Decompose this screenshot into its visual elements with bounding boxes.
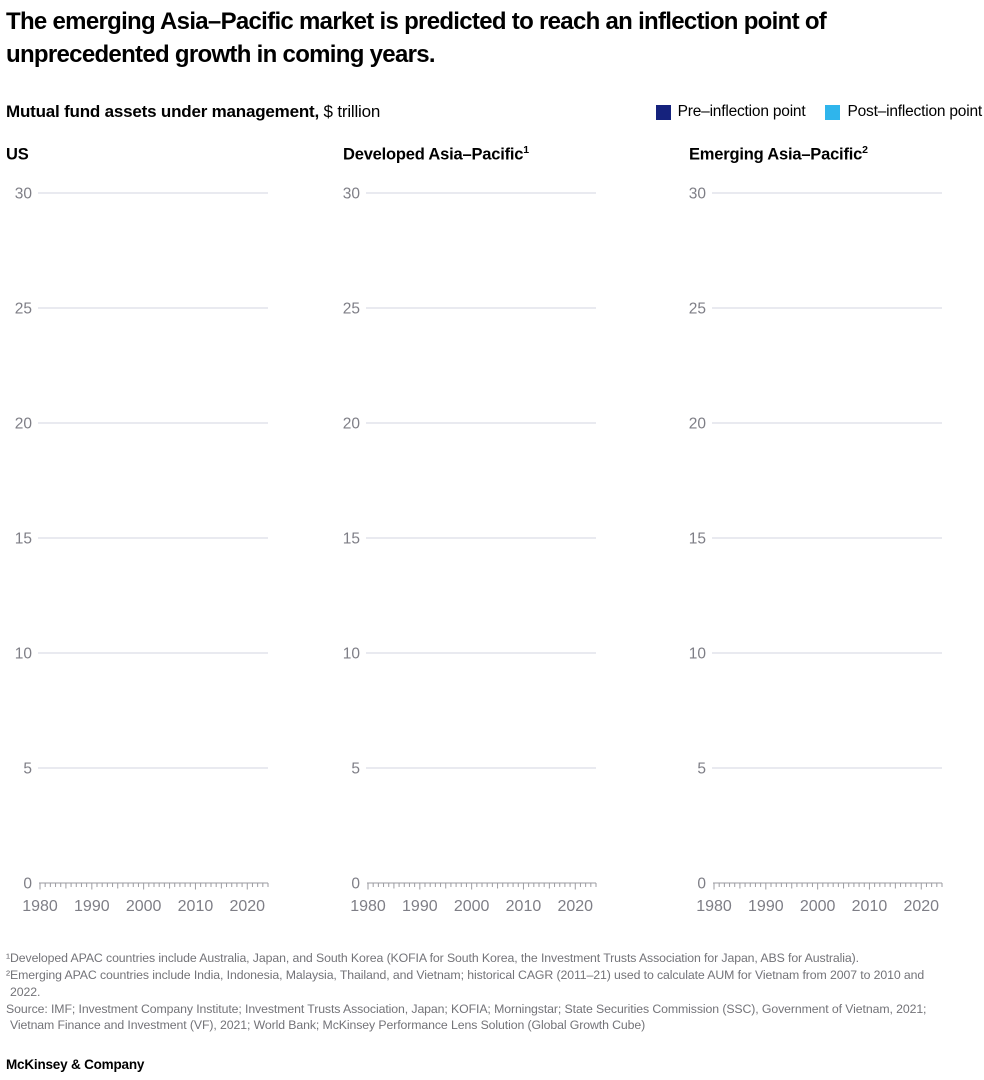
panel-emerging-apac: Emerging Asia–Pacific2 30 25 20 15 10 5 0 1980 1… [680, 140, 984, 928]
svg-text:10: 10 [343, 646, 361, 663]
svg-text:5: 5 [23, 761, 32, 778]
svg-text:20: 20 [343, 416, 361, 433]
footnote-1: ¹Developed APAC countries include Austra… [6, 951, 859, 966]
chart-developed-apac: 30 25 20 15 10 5 0 1980 1990 2000 2010 2020 [343, 186, 597, 915]
svg-text:2010: 2010 [178, 898, 214, 915]
svg-text:25: 25 [343, 301, 360, 318]
svg-text:1990: 1990 [748, 898, 784, 915]
footnote-2: ²Emerging APAC countries include India, … [6, 968, 925, 999]
svg-text:25: 25 [15, 301, 32, 318]
legend: Pre–inflection point Post–inflection poi… [655, 103, 982, 121]
svg-text:30: 30 [343, 186, 361, 203]
pre-inflection-swatch-icon [655, 104, 671, 120]
chart-subtitle-bold: Mutual fund assets under management, [6, 102, 320, 122]
charts-row: US 30 25 20 15 10 5 0 1980 1990 2000 2010 2020 Deve… [6, 140, 984, 928]
panel-developed-apac: Developed Asia–Pacific1 30 25 20 15 10 5 0 1980… [334, 140, 680, 928]
source-line: Source: IMF; Investment Company Institut… [6, 1001, 927, 1033]
svg-text:1980: 1980 [22, 898, 58, 915]
svg-text:0: 0 [23, 876, 32, 893]
panel-title-developed-apac: Developed Asia–Pacific1 [343, 144, 529, 164]
svg-text:20: 20 [689, 416, 707, 433]
svg-text:0: 0 [351, 876, 360, 893]
footnotes: ¹Developed APAC countries include Austra… [6, 950, 951, 1034]
svg-text:30: 30 [689, 186, 707, 203]
panel-us: US 30 25 20 15 10 5 0 1980 1990 2000 2010 2020 [6, 140, 334, 928]
svg-text:2020: 2020 [229, 898, 265, 915]
svg-text:10: 10 [15, 646, 33, 663]
exhibit-title: The emerging Asia–Pacific market is pred… [6, 8, 827, 68]
svg-text:2020: 2020 [557, 898, 593, 915]
svg-text:5: 5 [697, 761, 706, 778]
svg-text:2020: 2020 [903, 898, 939, 915]
chart-subtitle-unit: $ trillion [319, 102, 381, 122]
svg-text:1990: 1990 [402, 898, 438, 915]
chart-subtitle: Mutual fund assets under management, $ t… [6, 102, 380, 122]
svg-text:20: 20 [15, 416, 33, 433]
legend-label: Post–inflection point [847, 103, 982, 121]
svg-text:2000: 2000 [454, 898, 490, 915]
svg-text:2010: 2010 [852, 898, 888, 915]
svg-text:1980: 1980 [350, 898, 386, 915]
svg-text:2010: 2010 [506, 898, 542, 915]
svg-text:30: 30 [15, 186, 33, 203]
svg-text:1980: 1980 [696, 898, 732, 915]
post-inflection-swatch-icon [825, 104, 841, 120]
svg-text:1990: 1990 [74, 898, 110, 915]
subtitle-row: Mutual fund assets under management, $ t… [6, 102, 982, 122]
svg-text:25: 25 [689, 301, 706, 318]
svg-text:15: 15 [689, 531, 706, 548]
legend-item-post-inflection: Post–inflection point [825, 103, 982, 121]
svg-text:10: 10 [689, 646, 707, 663]
svg-text:15: 15 [15, 531, 32, 548]
panel-title-emerging-apac: Emerging Asia–Pacific2 [689, 144, 868, 164]
chart-us: 30 25 20 15 10 5 0 1980 1990 2000 2010 2020 [15, 186, 269, 915]
svg-text:2000: 2000 [126, 898, 162, 915]
panel-title-us: US [6, 145, 29, 164]
chart-emerging-apac: 30 25 20 15 10 5 0 1980 1990 2000 2010 2020 [689, 186, 943, 915]
svg-text:5: 5 [351, 761, 360, 778]
svg-text:15: 15 [343, 531, 360, 548]
svg-text:2000: 2000 [800, 898, 836, 915]
legend-item-pre-inflection: Pre–inflection point [655, 103, 806, 121]
mckinsey-logo: McKinsey & Company [6, 1057, 145, 1073]
svg-text:0: 0 [697, 876, 706, 893]
legend-label: Pre–inflection point [677, 103, 806, 121]
